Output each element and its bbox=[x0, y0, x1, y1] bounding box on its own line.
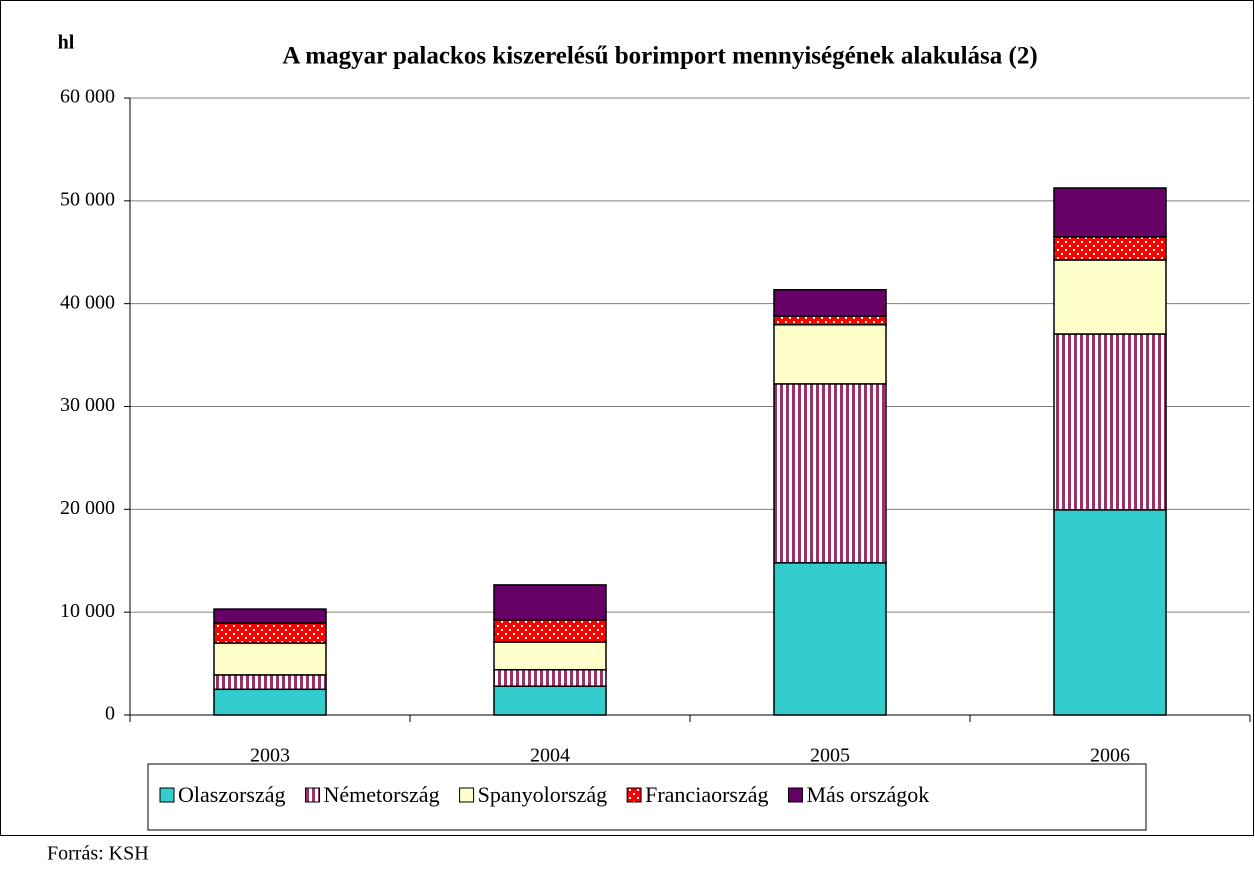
bar-segment bbox=[773, 323, 887, 385]
bar-segment bbox=[213, 622, 327, 644]
bar-segment bbox=[773, 562, 887, 716]
legend-label: Más országok bbox=[807, 782, 930, 807]
legend-label: Németország bbox=[324, 782, 440, 807]
x-tick-label: 2005 bbox=[810, 745, 850, 767]
bar-segment bbox=[773, 289, 887, 317]
bar-segment bbox=[493, 619, 607, 643]
source-note: Forrás: KSH bbox=[47, 843, 149, 865]
bar-segment bbox=[493, 669, 607, 687]
legend-swatch bbox=[459, 787, 475, 803]
bar-segment bbox=[1053, 187, 1167, 238]
chart-title: A magyar palackos kiszerelésű borimport … bbox=[282, 43, 1037, 70]
y-tick-label: 10 000 bbox=[60, 600, 115, 622]
legend-swatch bbox=[626, 787, 642, 803]
x-tick-label: 2006 bbox=[1090, 745, 1130, 767]
x-tick-label: 2004 bbox=[530, 745, 570, 767]
bar-segment bbox=[1053, 236, 1167, 261]
chart-frame bbox=[0, 0, 1254, 836]
y-tick-label: 30 000 bbox=[60, 394, 115, 416]
bar-segment bbox=[213, 688, 327, 716]
legend-label: Olaszország bbox=[178, 782, 286, 807]
y-axis-label: hl bbox=[58, 32, 75, 54]
bar-segment bbox=[213, 608, 327, 624]
legend-swatch bbox=[788, 787, 803, 803]
bar-segment bbox=[1053, 509, 1167, 716]
bar-segment bbox=[493, 641, 607, 671]
bar-segment bbox=[493, 584, 607, 621]
y-tick-label: 20 000 bbox=[60, 497, 115, 519]
bar-segment bbox=[773, 383, 887, 564]
bar-segment bbox=[1053, 333, 1167, 511]
legend-label: Franciaország bbox=[645, 782, 768, 807]
legend-swatch bbox=[305, 787, 321, 803]
legend-label: Spanyolország bbox=[478, 782, 608, 807]
x-tick-label: 2003 bbox=[250, 745, 290, 767]
bar-segment bbox=[773, 315, 887, 326]
bar-segment bbox=[213, 674, 327, 691]
bar-segment bbox=[493, 685, 607, 716]
legend-swatch bbox=[159, 787, 175, 803]
bar-segment bbox=[213, 642, 327, 676]
y-tick-label: 60 000 bbox=[60, 86, 115, 108]
y-tick-label: 0 bbox=[105, 703, 115, 725]
y-tick-label: 40 000 bbox=[60, 291, 115, 313]
bar-segment bbox=[1053, 259, 1167, 335]
y-tick-label: 50 000 bbox=[60, 188, 115, 210]
